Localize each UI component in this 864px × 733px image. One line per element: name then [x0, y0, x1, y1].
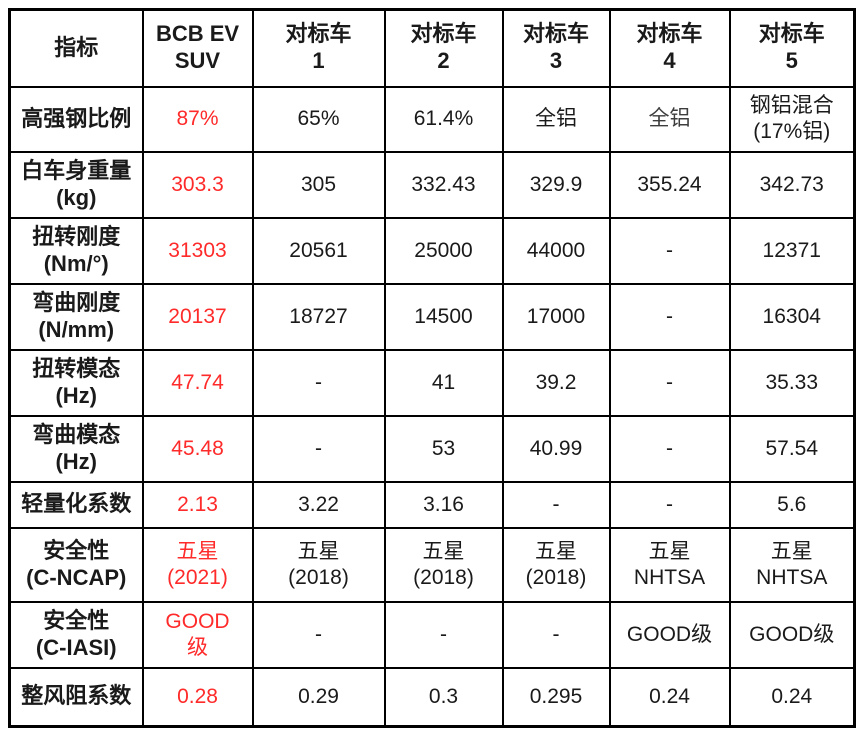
data-cell-highlighted: 0.28	[141, 666, 254, 728]
data-cell-highlighted: 2.13	[141, 480, 254, 529]
data-cell: 5.6	[728, 480, 856, 529]
data-cell: 五星 (2018)	[251, 526, 386, 603]
data-cell: 44000	[501, 216, 611, 285]
table-row: 弯曲刚度 (N/mm) 20137 18727 14500 17000-16304	[8, 282, 856, 351]
data-cell: 14500	[383, 282, 504, 351]
table-row: 轻量化系数 2.13 3.22 3.16- -5.6	[8, 480, 856, 529]
column-header-vehicle: 对标车 3	[501, 8, 611, 88]
column-header-vehicle: 对标车 5	[728, 8, 856, 88]
table-row: 弯曲模态 (Hz) 45.48-53 40.99-57.54	[8, 414, 856, 483]
data-cell: 0.295	[501, 666, 611, 728]
data-cell: 41	[383, 348, 504, 417]
table-header: 指标 BCB EV SUV 对标车 1 对标车 2 对标车 3 对标车 4 对标车 5	[8, 8, 856, 88]
data-cell: 0.24	[608, 666, 731, 728]
data-cell: -	[501, 600, 611, 669]
data-cell: -	[251, 348, 386, 417]
data-cell: GOOD级	[608, 600, 731, 669]
data-cell: 332.43	[383, 150, 504, 219]
data-cell: 305	[251, 150, 386, 219]
row-label-cell: 扭转模态 (Hz)	[8, 348, 144, 417]
data-cell: 0.29	[251, 666, 386, 728]
data-cell-highlighted: 87%	[141, 85, 254, 153]
table-row: 安全性 (C-IASI) GOOD 级 - - - GOOD级 GOOD级	[8, 600, 856, 669]
data-cell: 全铝	[501, 85, 611, 153]
row-label-cell: 弯曲刚度 (N/mm)	[8, 282, 144, 351]
data-cell: -	[608, 414, 731, 483]
data-cell: 12371	[728, 216, 856, 285]
data-cell: -	[383, 600, 504, 669]
data-cell: 钢铝混合 (17%铝)	[728, 85, 856, 153]
data-cell: -	[251, 600, 386, 669]
data-cell: 五星 (2018)	[383, 526, 504, 603]
data-cell: 17000	[501, 282, 611, 351]
biw-benchmark-comparison-table: 指标 BCB EV SUV 对标车 1 对标车 2 对标车 3 对标车 4 对标车 5 高强…	[8, 8, 856, 728]
table-row: 安全性 (C-NCAP) 五星 (2021) 五星 (2018) 五星 (2018) 五…	[8, 526, 856, 603]
data-cell-highlighted: 47.74	[141, 348, 254, 417]
column-header-vehicle: 对标车 1	[251, 8, 386, 88]
row-label-cell: 安全性 (C-NCAP)	[8, 526, 144, 603]
data-cell: 20561	[251, 216, 386, 285]
data-cell: 18727	[251, 282, 386, 351]
data-cell: 65%	[251, 85, 386, 153]
table-row: 扭转刚度 (Nm/°) 31303 20561 25000 44000-12371	[8, 216, 856, 285]
data-cell: 五星 NHTSA	[608, 526, 731, 603]
table-row: 高强钢比例 87% 65% 61.4% 全铝 全铝 钢铝混合 (17%铝)	[8, 85, 856, 153]
data-cell: -	[608, 480, 731, 529]
data-cell: 16304	[728, 282, 856, 351]
data-cell: -	[251, 414, 386, 483]
column-header-metric: 指标	[8, 8, 144, 88]
table-body: 高强钢比例 87% 65% 61.4% 全铝 全铝 钢铝混合 (17%铝) 白车身重量 (kg…	[8, 85, 856, 728]
data-cell: 0.3	[383, 666, 504, 728]
row-label-cell: 整风阻系数	[8, 666, 144, 728]
data-cell: -	[608, 216, 731, 285]
data-cell: 329.9	[501, 150, 611, 219]
data-cell: -	[608, 282, 731, 351]
data-cell: 40.99	[501, 414, 611, 483]
data-cell-highlighted: 五星 (2021)	[141, 526, 254, 603]
data-cell: 五星 NHTSA	[728, 526, 856, 603]
data-cell: GOOD级	[728, 600, 856, 669]
row-label-cell: 轻量化系数	[8, 480, 144, 529]
data-cell: 57.54	[728, 414, 856, 483]
data-cell: 3.22	[251, 480, 386, 529]
row-label-cell: 高强钢比例	[8, 85, 144, 153]
row-label-cell: 弯曲模态 (Hz)	[8, 414, 144, 483]
header-row: 指标 BCB EV SUV 对标车 1 对标车 2 对标车 3 对标车 4 对标车 5	[8, 8, 856, 88]
data-cell: -	[608, 348, 731, 417]
data-cell: 61.4%	[383, 85, 504, 153]
data-cell: 五星 (2018)	[501, 526, 611, 603]
table-row: 白车身重量 (kg) 303.3 305 332.43 329.9 355.24 342.7…	[8, 150, 856, 219]
data-cell: -	[501, 480, 611, 529]
data-cell: 35.33	[728, 348, 856, 417]
row-label-cell: 白车身重量 (kg)	[8, 150, 144, 219]
data-cell-highlighted: 303.3	[141, 150, 254, 219]
data-cell-highlighted: 31303	[141, 216, 254, 285]
data-cell: 53	[383, 414, 504, 483]
column-header-vehicle: 对标车 2	[383, 8, 504, 88]
data-cell: 25000	[383, 216, 504, 285]
row-label-cell: 扭转刚度 (Nm/°)	[8, 216, 144, 285]
data-cell: 342.73	[728, 150, 856, 219]
data-cell: 全铝	[608, 85, 731, 153]
row-label-cell: 安全性 (C-IASI)	[8, 600, 144, 669]
data-cell-highlighted: GOOD 级	[141, 600, 254, 669]
data-cell-highlighted: 45.48	[141, 414, 254, 483]
column-header-vehicle: 对标车 4	[608, 8, 731, 88]
data-cell: 0.24	[728, 666, 856, 728]
data-cell: 3.16	[383, 480, 504, 529]
data-cell-highlighted: 20137	[141, 282, 254, 351]
table-row: 整风阻系数 0.28 0.29 0.3 0.295 0.24 0.24	[8, 666, 856, 728]
column-header-vehicle: BCB EV SUV	[141, 8, 254, 88]
table-row: 扭转模态 (Hz) 47.74-41 39.2-35.33	[8, 348, 856, 417]
data-cell: 355.24	[608, 150, 731, 219]
data-cell: 39.2	[501, 348, 611, 417]
